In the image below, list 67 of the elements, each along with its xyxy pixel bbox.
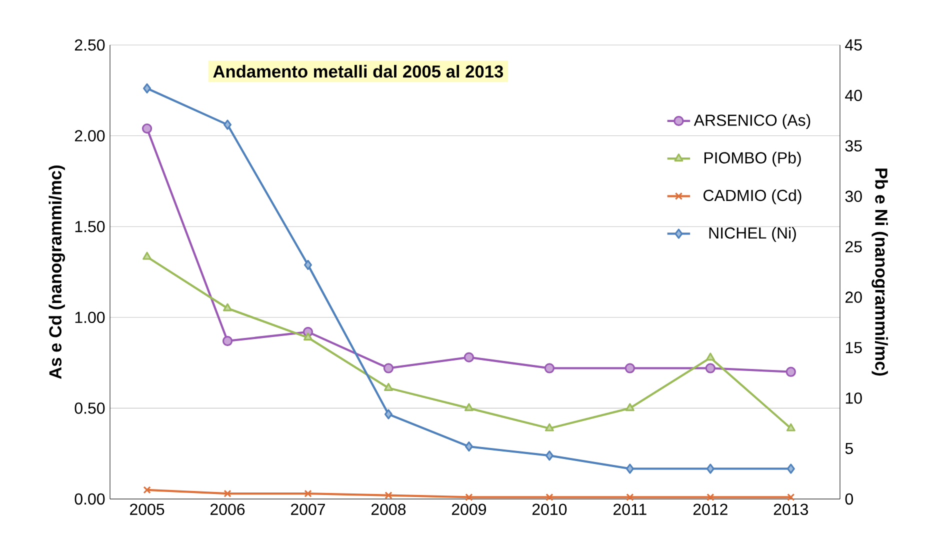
point <box>304 260 312 270</box>
point <box>786 366 796 377</box>
legend-label: ARSENICO (As) <box>694 114 810 130</box>
point <box>384 382 393 391</box>
x-tick-label: 2008 <box>371 504 406 516</box>
legend-label: NICHEL (Ni) <box>709 226 796 242</box>
point <box>544 423 554 432</box>
y-tick-label: 0.50 <box>74 402 105 414</box>
point <box>304 332 312 340</box>
y2-tick-label: 25 <box>846 241 862 252</box>
point <box>787 493 795 501</box>
point <box>143 486 151 494</box>
y-tick-label: 1.50 <box>75 220 105 232</box>
point <box>626 493 634 501</box>
point <box>223 303 232 312</box>
text: Andamento metalli dal 2005 al 2013 <box>213 64 504 78</box>
y-tick-label: 2.50 <box>74 39 105 51</box>
point <box>786 423 796 432</box>
x-tick-label: 2009 <box>452 504 486 516</box>
y2-tick-label: 0 <box>845 493 853 505</box>
point <box>626 464 634 474</box>
point <box>142 123 152 134</box>
point <box>786 464 795 474</box>
y2-tick-label: 40 <box>845 90 862 102</box>
x-tick-label: 2013 <box>774 504 808 516</box>
point <box>706 352 715 361</box>
point <box>625 403 634 412</box>
y2-axis-title: Pb e Ni (nanogrammi/mc) <box>872 168 888 376</box>
point <box>464 352 474 362</box>
point <box>383 363 394 374</box>
y-tick-label: 2.00 <box>74 130 105 142</box>
point <box>224 490 232 498</box>
point <box>706 493 714 501</box>
point <box>224 120 232 130</box>
x-tick-label: 2012 <box>693 504 728 516</box>
point <box>142 252 152 260</box>
point <box>706 464 714 474</box>
point <box>465 493 473 501</box>
x-tick-label: 2007 <box>290 504 325 516</box>
y2-tick-label: 45 <box>845 39 862 51</box>
y2-tick-label: 35 <box>845 140 862 152</box>
point <box>544 363 555 374</box>
x-tick-label: 2005 <box>130 504 164 516</box>
point <box>464 441 473 452</box>
x-tick-label: 2011 <box>614 504 646 516</box>
legend-label: CADMIO (Cd) <box>704 189 802 204</box>
y2-tick-label: 30 <box>845 190 862 202</box>
point <box>705 363 716 374</box>
point <box>222 336 233 346</box>
point <box>384 409 392 420</box>
x-tick-label: 2010 <box>532 504 567 516</box>
point <box>546 493 554 501</box>
legend-label: PIOMBO (Pb) <box>704 152 801 167</box>
y2-tick-label: 10 <box>846 392 862 404</box>
point <box>304 490 312 498</box>
point <box>143 83 152 94</box>
x-tick-label: 2006 <box>210 504 245 516</box>
point <box>624 363 635 374</box>
y2-tick-label: 15 <box>846 342 862 354</box>
y2-tick-label: 20 <box>846 292 862 303</box>
y2-tick-label: 5 <box>845 442 853 454</box>
point <box>464 403 474 412</box>
y-tick-label: 0.00 <box>74 493 105 505</box>
y-axis-title: As e Cd (nanogrammi/mc) <box>48 165 66 379</box>
y-tick-label: 1.00 <box>75 312 105 324</box>
point <box>545 450 554 461</box>
point <box>384 492 392 500</box>
